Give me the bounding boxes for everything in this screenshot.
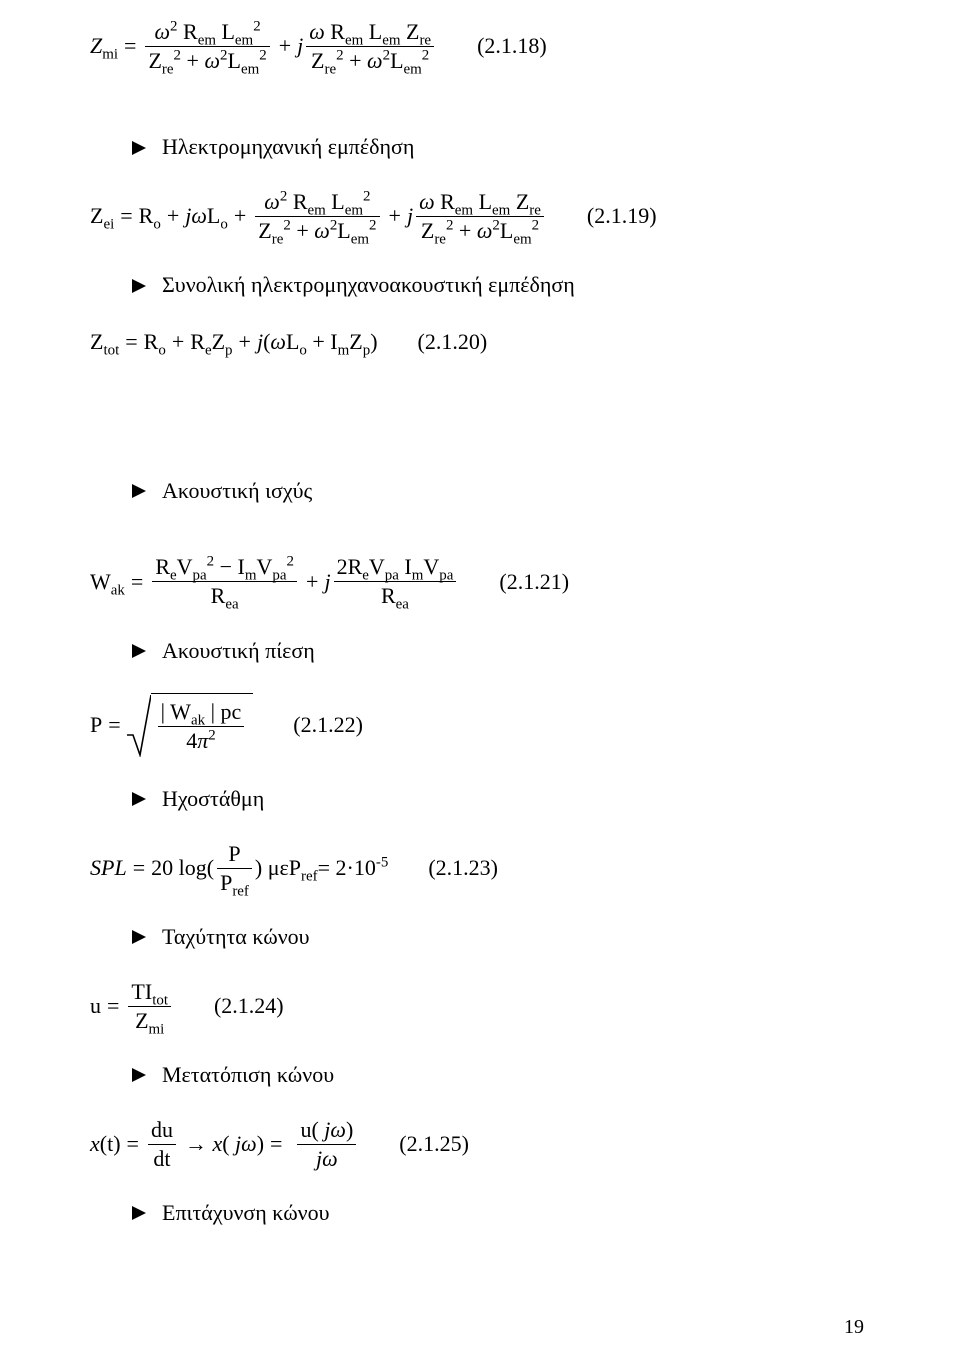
eq-lhs: SPL=20 log( xyxy=(90,854,214,883)
heading-text: Συνολική ηλεκτρομηχανοακουστική εμπέδηση xyxy=(162,271,575,300)
heading-text: Ταχύτητα κώνου xyxy=(162,923,310,952)
fraction: 2ReVpa ImVpa Rea xyxy=(334,555,457,608)
fraction: ω Rem Lem Zre Zre2 + ω2Lem2 xyxy=(416,190,544,243)
equation-2-1-25: x(t)= du dt → x( jω)= u( jω) jω (2.1.25) xyxy=(90,1118,870,1171)
bullet-arrow-icon xyxy=(130,482,148,500)
heading-acoustic-power: Ακουστική ισχύς xyxy=(130,477,870,506)
bullet-arrow-icon xyxy=(130,277,148,295)
equation-2-1-23: SPL=20 log( P Pref ) μεPref= 2·10-5 (2.1… xyxy=(90,842,870,895)
heading-cone-acceleration: Επιτάχυνση κώνου xyxy=(130,1199,870,1228)
fraction: P Pref xyxy=(217,842,252,895)
heading-text: Ακουστική πίεση xyxy=(162,637,315,666)
equation-2-1-19: Zei=Ro+jωLo+ ω2 Rem Lem2 Zre2 + ω2Lem2 +… xyxy=(90,190,870,243)
equation-number: (2.1.20) xyxy=(418,328,488,357)
equation-2-1-22: P= | Wak | pc 4π2 (2.1.22) xyxy=(90,693,870,757)
heading-acoustic-pressure: Ακουστική πίεση xyxy=(130,637,870,666)
eq-left: x(t)= xyxy=(90,1130,145,1159)
fraction: | Wak | pc 4π2 xyxy=(158,700,245,753)
eq-lhs: u= xyxy=(90,992,125,1021)
eq-lhs: Zmi= xyxy=(90,32,142,61)
heading-cone-velocity: Ταχύτητα κώνου xyxy=(130,923,870,952)
sqrt: | Wak | pc 4π2 xyxy=(127,693,254,757)
eq-body: Ztot=Ro+ReZp+j(ωLo + ImZp) xyxy=(90,328,378,357)
bullet-arrow-icon xyxy=(130,139,148,157)
equation-number: (2.1.18) xyxy=(477,32,547,61)
bullet-arrow-icon xyxy=(130,928,148,946)
eq-mid: → x( jω)= xyxy=(185,1130,289,1159)
page: Zmi= ω2 Rem Lem2 Zre2 + ω2Lem2 + j ω Rem… xyxy=(0,0,960,1364)
equation-number: (2.1.24) xyxy=(214,992,284,1021)
heading-text: Ηχοστάθμη xyxy=(162,785,264,814)
page-number: 19 xyxy=(844,1314,864,1340)
heading-text: Ηλεκτρομηχανική εμπέδηση xyxy=(162,133,414,162)
equation-2-1-18: Zmi= ω2 Rem Lem2 Zre2 + ω2Lem2 + j ω Rem… xyxy=(90,20,870,73)
heading-total-impedance: Συνολική ηλεκτρομηχανοακουστική εμπέδηση xyxy=(130,271,870,300)
heading-sound-level: Ηχοστάθμη xyxy=(130,785,870,814)
fraction: ω2 Rem Lem2 Zre2 + ω2Lem2 xyxy=(255,190,379,243)
bullet-arrow-icon xyxy=(130,790,148,808)
fraction: ω Rem Lem Zre Zre2 + ω2Lem2 xyxy=(306,20,434,73)
heading-text: Επιτάχυνση κώνου xyxy=(162,1199,330,1228)
heading-text: Ακουστική ισχύς xyxy=(162,477,312,506)
eq-lhs: Zei=Ro+jωLo+ xyxy=(90,202,252,231)
bullet-arrow-icon xyxy=(130,642,148,660)
bullet-arrow-icon xyxy=(130,1066,148,1084)
equation-2-1-21: Wak= ReVpa2 − ImVpa2 Rea +j 2ReVpa ImVpa… xyxy=(90,555,870,608)
fraction: ReVpa2 − ImVpa2 Rea xyxy=(152,555,297,608)
fraction: TItot Zmi xyxy=(128,980,171,1033)
equation-number: (2.1.22) xyxy=(293,711,363,740)
eq-tail: ) μεPref= 2·10-5 xyxy=(255,854,388,883)
heading-text: Μετατόπιση κώνου xyxy=(162,1061,334,1090)
eq-lhs: Wak= xyxy=(90,568,149,597)
fraction: ω2 Rem Lem2 Zre2 + ω2Lem2 xyxy=(145,20,269,73)
equation-2-1-20: Ztot=Ro+ReZp+j(ωLo + ImZp) (2.1.20) xyxy=(90,328,870,357)
equation-2-1-24: u= TItot Zmi (2.1.24) xyxy=(90,980,870,1033)
equation-number: (2.1.19) xyxy=(587,202,657,231)
equation-number: (2.1.25) xyxy=(399,1130,469,1159)
fraction: du dt xyxy=(148,1118,176,1171)
radical-icon xyxy=(127,693,151,757)
eq-lhs: P= xyxy=(90,711,127,740)
bullet-arrow-icon xyxy=(130,1204,148,1222)
fraction: u( jω) jω xyxy=(297,1118,356,1171)
equation-number: (2.1.23) xyxy=(428,854,498,883)
equation-number: (2.1.21) xyxy=(499,568,569,597)
heading-cone-displacement: Μετατόπιση κώνου xyxy=(130,1061,870,1090)
heading-electromechanical-impedance: Ηλεκτρομηχανική εμπέδηση xyxy=(130,133,870,162)
